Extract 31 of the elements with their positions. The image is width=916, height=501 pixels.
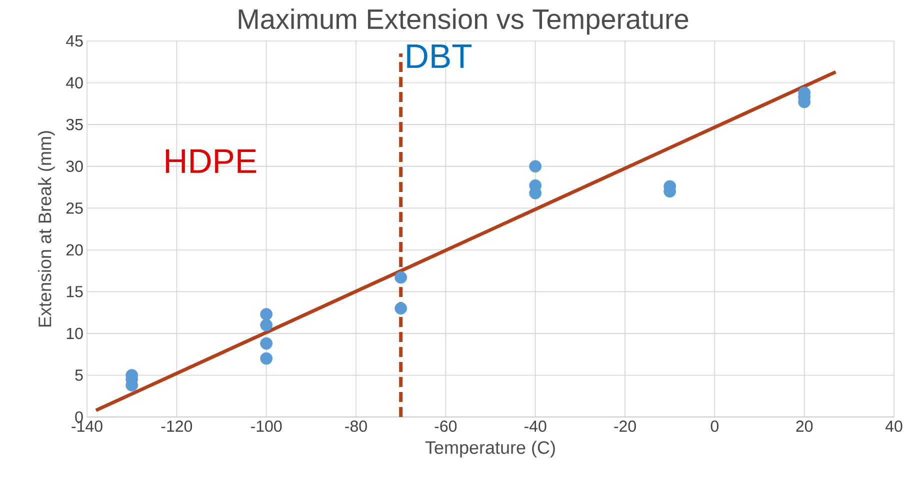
x-tick-label: 40 <box>885 420 902 432</box>
x-tick-label: -20 <box>614 420 636 432</box>
x-tick-label: -80 <box>345 420 367 432</box>
point <box>394 271 408 284</box>
chart-title: Maximum Extension vs Temperature <box>238 8 688 35</box>
point <box>260 352 273 365</box>
x-axis-title: Temperature (C) <box>425 440 555 458</box>
y-tick-label: 15 <box>66 286 83 298</box>
x-tick-label: -60 <box>434 420 457 432</box>
ref-line-label: DBT <box>407 44 472 68</box>
point <box>260 337 273 350</box>
y-tick-label: 10 <box>66 328 83 340</box>
annotation: HDPE <box>166 149 256 173</box>
x-tick-label: 0 <box>710 420 718 432</box>
y-tick-label: 30 <box>66 160 83 172</box>
y-tick-label: 20 <box>66 244 83 256</box>
x-tick-label: -120 <box>161 420 192 432</box>
y-tick-label: 45 <box>66 35 83 47</box>
x-tick-label: -40 <box>524 420 546 432</box>
y-tick-label: 25 <box>66 202 83 214</box>
point <box>260 318 273 332</box>
y-tick-label: 40 <box>66 77 83 88</box>
x-tick-label: 20 <box>796 420 813 432</box>
point <box>394 302 408 315</box>
y-axis-title: Extension at Break (mm) <box>38 131 55 327</box>
point <box>260 308 273 320</box>
y-tick-label: 5 <box>75 370 83 381</box>
point <box>529 160 542 173</box>
x-tick-label: -140 <box>72 420 102 432</box>
y-tick-label: 35 <box>66 118 83 130</box>
x-tick-label: -100 <box>251 420 282 432</box>
